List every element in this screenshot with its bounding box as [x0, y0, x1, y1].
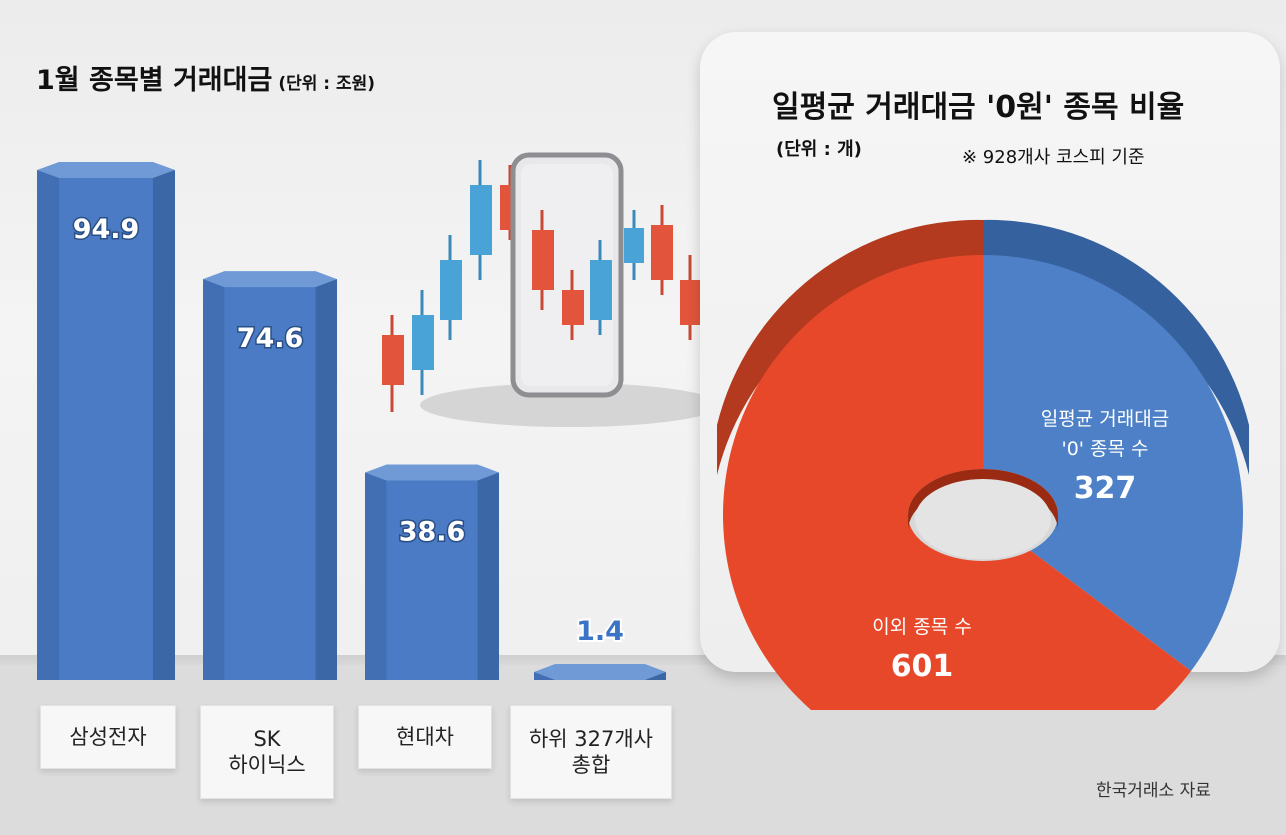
pie-3d-wall [717, 219, 1249, 475]
bar-chart-unit: (단위 : 조원) [278, 74, 376, 94]
category-label-hyundai: 현대차 [358, 705, 492, 769]
bar-value-label-1: 74.6 [237, 323, 304, 354]
category-label-samsung: 삼성전자 [40, 705, 176, 769]
bar-value-label-3: 1.4 [576, 616, 624, 647]
pie-chart: 일평균 거래대금 '0' 종목 수 327 이외 종목 수 601 [717, 219, 1249, 710]
bar-value-label-0: 94.9 [73, 214, 140, 245]
bar-0 [37, 162, 175, 680]
pie-chart-note: ※ 928개사 코스피 기준 [962, 147, 1145, 168]
pie-label-others: 이외 종목 수 [872, 616, 971, 638]
bar-chart-title: 1월 종목별 거래대금 (단위 : 조원) [36, 58, 375, 97]
bar-3 [534, 664, 666, 680]
pie-slice-0 [983, 255, 1243, 671]
source-note: 한국거래소 자료 [1096, 781, 1211, 801]
category-label-bottom-327: 하위 327개사 총합 [510, 705, 672, 799]
bar-2 [365, 464, 499, 680]
pie-label-zero-trade-line2: '0' 종목 수 [1061, 438, 1148, 460]
bar-value-label-2: 38.6 [399, 517, 466, 548]
pie-label-zero-trade-line1: 일평균 거래대금 [1041, 408, 1169, 430]
pie-chart-title: 일평균 거래대금 '0원' 종목 비율 [772, 90, 1185, 125]
bar-chart-title-text: 1월 종목별 거래대금 [36, 65, 273, 96]
bar-1 [203, 271, 337, 680]
stock-phone-illustration [382, 152, 700, 427]
pie-value-others: 601 [891, 649, 954, 684]
bar-chart: 94.9 74.6 38.6 1.4 [37, 162, 666, 680]
pie-value-zero-trade: 327 [1074, 471, 1137, 506]
category-label-sk-hynix: SK 하이닉스 [200, 705, 334, 799]
pie-chart-unit: (단위 : 개) [776, 139, 862, 160]
